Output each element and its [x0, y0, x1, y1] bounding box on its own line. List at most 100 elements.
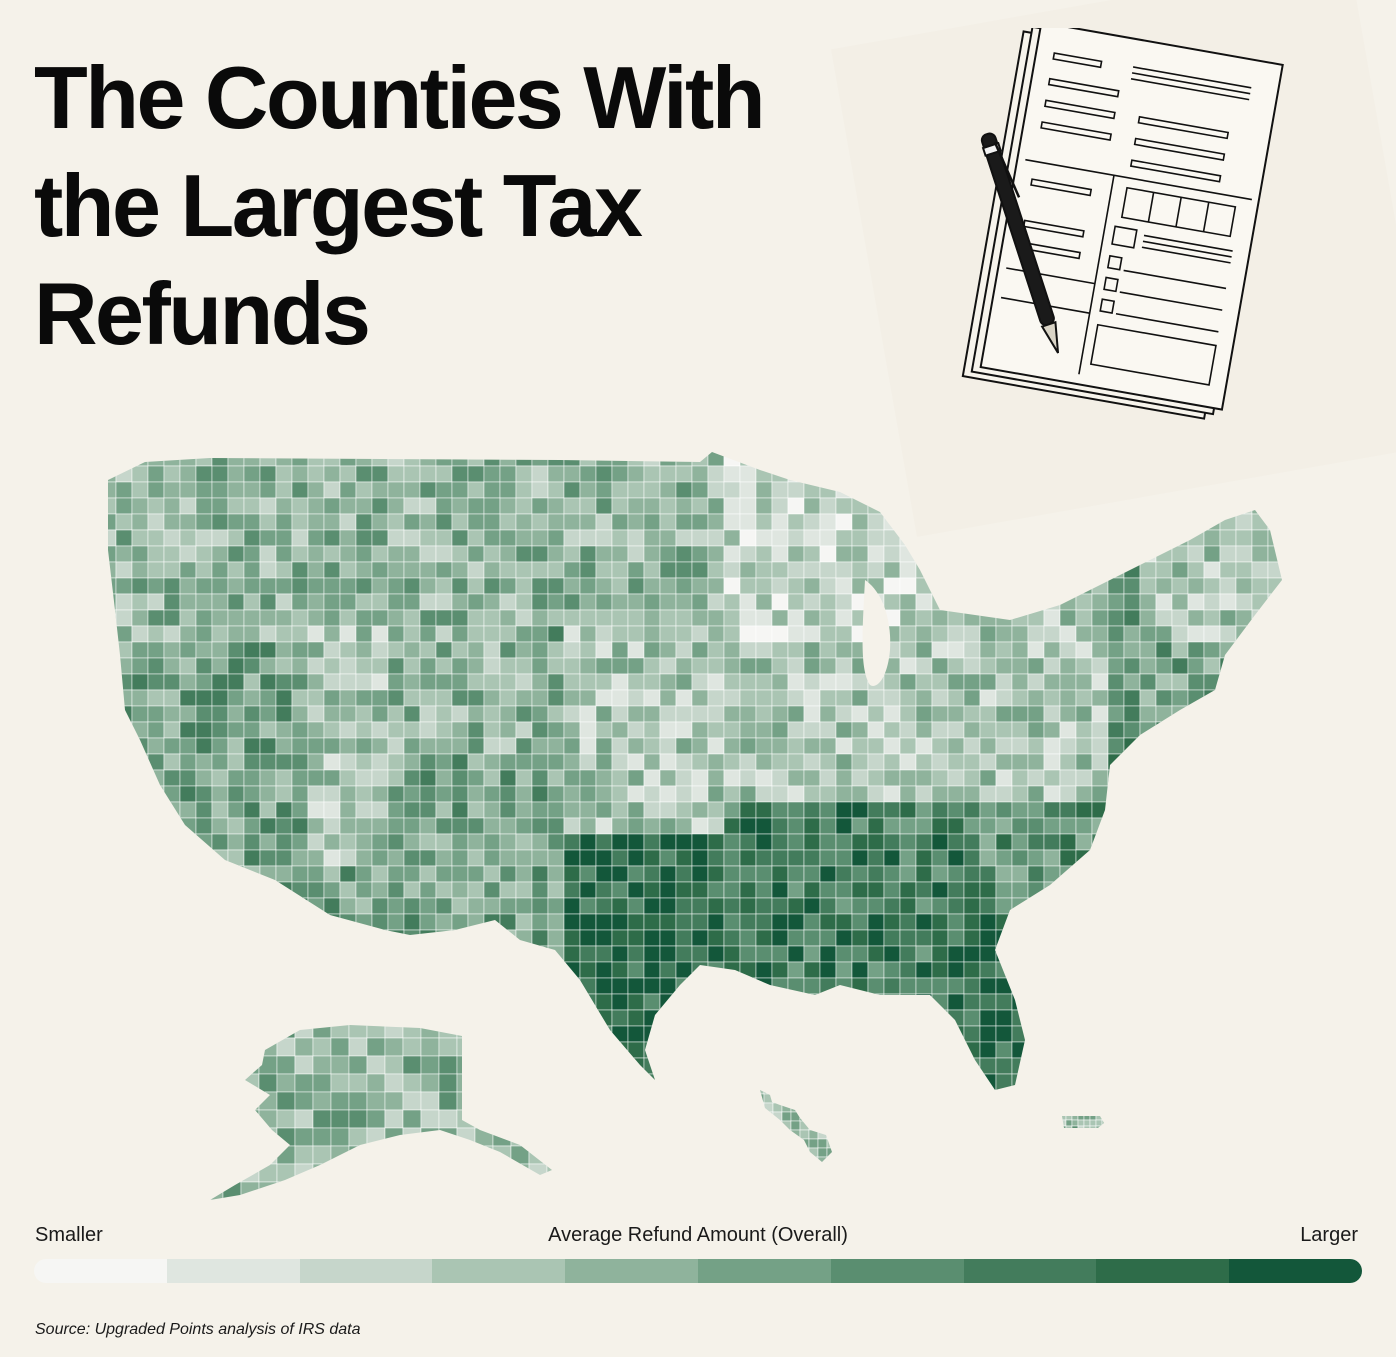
- county-cell: [1155, 641, 1173, 659]
- county-cell: [899, 705, 917, 723]
- county-cell: [883, 577, 901, 595]
- county-cell: [547, 609, 565, 627]
- county-cell: [179, 452, 197, 467]
- county-cell: [227, 721, 245, 739]
- county-cell: [307, 897, 325, 915]
- county-cell: [1235, 945, 1253, 963]
- county-cell: [419, 593, 437, 611]
- county-cell: [883, 1041, 901, 1059]
- county-cell: [755, 977, 773, 995]
- county-cell: [291, 465, 309, 483]
- county-cell: [851, 817, 869, 835]
- county-cell: [1171, 609, 1189, 627]
- county-cell: [835, 1041, 853, 1059]
- county-cell: [211, 513, 229, 531]
- county-cell: [510, 1109, 530, 1129]
- county-cell: [899, 817, 917, 835]
- county-cell: [563, 753, 581, 771]
- county-cell: [563, 1041, 581, 1059]
- county-cell: [291, 945, 309, 963]
- county-cell: [1171, 593, 1189, 611]
- county-cell: [243, 913, 261, 931]
- county-cell: [403, 849, 421, 867]
- county-cell: [515, 945, 533, 963]
- county-cell: [611, 641, 629, 659]
- county-cell: [771, 785, 789, 803]
- county-cell: [1027, 769, 1045, 787]
- county-cell: [763, 1090, 774, 1095]
- county-cell: [790, 1090, 801, 1095]
- county-cell: [1075, 833, 1093, 851]
- county-cell: [1107, 1041, 1125, 1059]
- county-cell: [867, 913, 885, 931]
- county-cell: [707, 913, 725, 931]
- county-cell: [163, 849, 181, 867]
- county-cell: [659, 945, 677, 963]
- county-cell: [979, 801, 997, 819]
- county-cell: [147, 897, 165, 915]
- county-cell: [371, 721, 389, 739]
- county-cell: [931, 673, 949, 691]
- county-cell: [387, 769, 405, 787]
- county-cell: [323, 977, 341, 995]
- county-cell: [899, 945, 917, 963]
- county-cell: [291, 993, 309, 1011]
- county-cell: [979, 561, 997, 579]
- county-cell: [115, 961, 133, 979]
- county-cell: [755, 689, 773, 707]
- county-cell: [643, 865, 661, 883]
- county-cell: [195, 737, 213, 755]
- county-cell: [851, 1089, 869, 1090]
- county-cell: [371, 577, 389, 595]
- county-cell: [739, 801, 757, 819]
- county-cell: [275, 497, 293, 515]
- county-cell: [307, 721, 325, 739]
- county-cell: [163, 1089, 181, 1090]
- county-cell: [755, 593, 773, 611]
- county-cell: [755, 929, 773, 947]
- legend-bin-2: [166, 1259, 300, 1283]
- county-cell: [1059, 737, 1077, 755]
- county-cell: [563, 1009, 581, 1027]
- county-cell: [1155, 529, 1173, 547]
- county-cell: [131, 1041, 149, 1059]
- county-cell: [627, 929, 645, 947]
- county-cell: [899, 529, 917, 547]
- county-cell: [835, 625, 853, 643]
- county-cell: [1187, 1073, 1205, 1090]
- county-cell: [979, 945, 997, 963]
- county-cell: [515, 753, 533, 771]
- county-cell: [355, 641, 373, 659]
- county-cell: [1077, 1116, 1085, 1121]
- county-cell: [259, 497, 277, 515]
- county-cell: [595, 497, 613, 515]
- county-cell: [147, 1073, 165, 1090]
- county-cell: [243, 881, 261, 899]
- county-cell: [1155, 1073, 1173, 1090]
- county-cell: [979, 641, 997, 659]
- county-cell: [1107, 577, 1125, 595]
- county-cell: [899, 1041, 917, 1059]
- county-cell: [931, 593, 949, 611]
- county-cell: [1235, 785, 1253, 803]
- county-cell: [787, 753, 805, 771]
- county-cell: [643, 609, 661, 627]
- county-cell: [772, 1102, 783, 1113]
- county-cell: [195, 513, 213, 531]
- county-cell: [419, 881, 437, 899]
- county-cell: [851, 913, 869, 931]
- county-cell: [1155, 785, 1173, 803]
- county-cell: [131, 545, 149, 563]
- county-cell: [1011, 641, 1029, 659]
- county-cell: [1091, 657, 1109, 675]
- county-cell: [1139, 737, 1157, 755]
- county-cell: [1027, 705, 1045, 723]
- county-cell: [787, 641, 805, 659]
- county-cell: [1011, 1009, 1029, 1027]
- county-cell: [675, 977, 693, 995]
- county-cell: [627, 705, 645, 723]
- county-cell: [108, 705, 117, 723]
- county-cell: [547, 1009, 565, 1027]
- county-cell: [323, 961, 341, 979]
- county-cell: [531, 881, 549, 899]
